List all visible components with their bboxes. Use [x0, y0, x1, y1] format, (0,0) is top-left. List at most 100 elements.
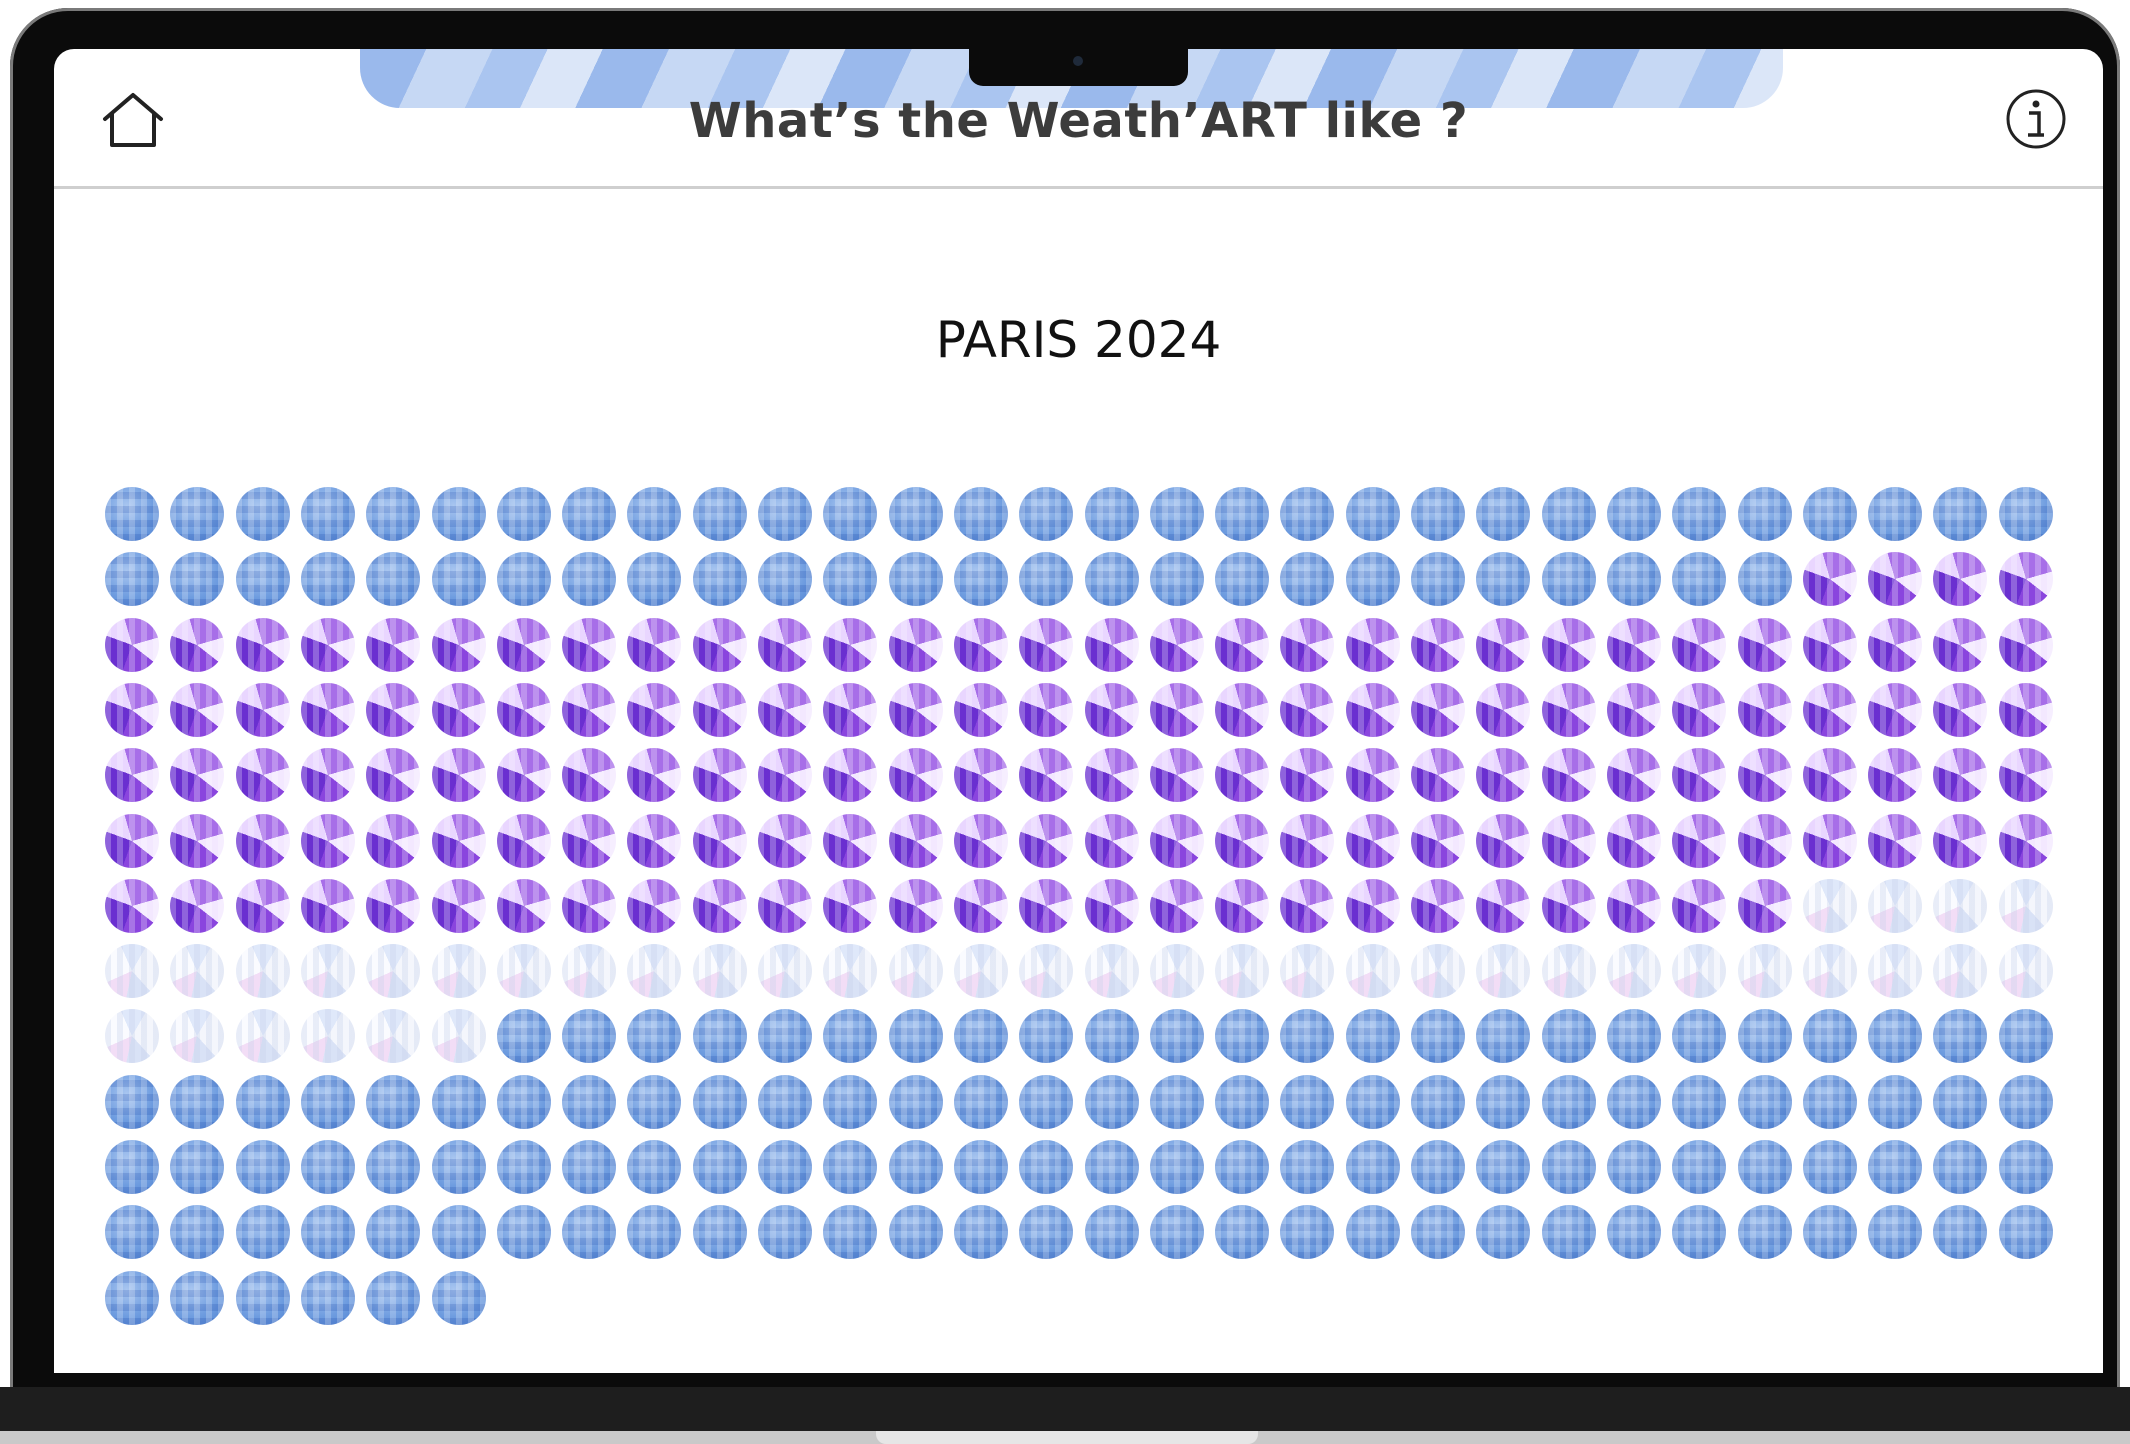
- day-dot[interactable]: [1933, 878, 1988, 933]
- day-dot[interactable]: [235, 682, 290, 737]
- day-dot[interactable]: [496, 878, 551, 933]
- day-dot[interactable]: [431, 1074, 486, 1129]
- day-dot[interactable]: [170, 1074, 225, 1129]
- day-dot[interactable]: [105, 1270, 159, 1325]
- day-dot[interactable]: [105, 1140, 159, 1194]
- day-dot[interactable]: [562, 487, 617, 541]
- day-dot[interactable]: [1149, 682, 1204, 737]
- day-dot[interactable]: [496, 552, 551, 607]
- day-dot[interactable]: [300, 1140, 355, 1194]
- day-dot[interactable]: [1215, 1140, 1270, 1194]
- day-dot[interactable]: [1149, 1074, 1204, 1129]
- day-dot[interactable]: [1280, 1140, 1335, 1194]
- day-dot[interactable]: [496, 1074, 551, 1129]
- day-dot[interactable]: [431, 813, 486, 868]
- day-dot[interactable]: [105, 944, 159, 999]
- day-dot[interactable]: [1541, 944, 1596, 999]
- day-dot[interactable]: [431, 1140, 486, 1194]
- day-dot[interactable]: [1998, 748, 2053, 803]
- day-dot[interactable]: [1411, 1205, 1465, 1260]
- day-dot[interactable]: [953, 1009, 1008, 1064]
- day-dot[interactable]: [758, 944, 812, 999]
- day-dot[interactable]: [1280, 1074, 1335, 1129]
- day-dot[interactable]: [1149, 552, 1204, 607]
- day-dot[interactable]: [105, 1074, 159, 1129]
- day-dot[interactable]: [692, 1140, 747, 1194]
- day-dot[interactable]: [170, 878, 225, 933]
- day-dot[interactable]: [366, 1074, 421, 1129]
- day-dot[interactable]: [366, 878, 421, 933]
- day-dot[interactable]: [692, 878, 747, 933]
- day-dot[interactable]: [1084, 1009, 1139, 1064]
- day-dot[interactable]: [1215, 944, 1270, 999]
- day-dot[interactable]: [1737, 1205, 1792, 1260]
- day-dot[interactable]: [1998, 878, 2053, 933]
- day-dot[interactable]: [1084, 1140, 1139, 1194]
- day-dot[interactable]: [1084, 487, 1139, 541]
- day-dot[interactable]: [1868, 682, 1923, 737]
- day-dot[interactable]: [1802, 1205, 1857, 1260]
- day-dot[interactable]: [1672, 682, 1727, 737]
- day-dot[interactable]: [366, 944, 421, 999]
- day-dot[interactable]: [823, 944, 878, 999]
- day-dot[interactable]: [1215, 748, 1270, 803]
- day-dot[interactable]: [300, 813, 355, 868]
- day-dot[interactable]: [1345, 748, 1400, 803]
- day-dot[interactable]: [1280, 1009, 1335, 1064]
- day-dot[interactable]: [1411, 1009, 1465, 1064]
- day-dot[interactable]: [1345, 552, 1400, 607]
- day-dot[interactable]: [235, 1140, 290, 1194]
- day-dot[interactable]: [170, 813, 225, 868]
- day-dot[interactable]: [1019, 944, 1074, 999]
- day-dot[interactable]: [1215, 878, 1270, 933]
- day-dot[interactable]: [953, 1205, 1008, 1260]
- day-dot[interactable]: [1215, 682, 1270, 737]
- day-dot[interactable]: [105, 1009, 159, 1064]
- day-dot[interactable]: [823, 487, 878, 541]
- day-dot[interactable]: [1084, 878, 1139, 933]
- day-dot[interactable]: [888, 1074, 943, 1129]
- day-dot[interactable]: [431, 552, 486, 607]
- day-dot[interactable]: [823, 748, 878, 803]
- day-dot[interactable]: [627, 1074, 682, 1129]
- day-dot[interactable]: [235, 487, 290, 541]
- day-dot[interactable]: [1345, 487, 1400, 541]
- day-dot[interactable]: [1019, 552, 1074, 607]
- day-dot[interactable]: [496, 617, 551, 672]
- day-dot[interactable]: [758, 878, 812, 933]
- day-dot[interactable]: [1345, 1140, 1400, 1194]
- day-dot[interactable]: [1672, 487, 1727, 541]
- day-dot[interactable]: [1606, 1205, 1661, 1260]
- day-dot[interactable]: [105, 617, 159, 672]
- day-dot[interactable]: [235, 1270, 290, 1325]
- day-dot[interactable]: [562, 813, 617, 868]
- day-dot[interactable]: [1345, 682, 1400, 737]
- day-dot[interactable]: [431, 748, 486, 803]
- day-dot[interactable]: [496, 1009, 551, 1064]
- day-dot[interactable]: [627, 748, 682, 803]
- day-dot[interactable]: [562, 748, 617, 803]
- day-dot[interactable]: [1019, 487, 1074, 541]
- day-dot[interactable]: [1280, 552, 1335, 607]
- day-dot[interactable]: [1215, 1074, 1270, 1129]
- day-dot[interactable]: [692, 617, 747, 672]
- day-dot[interactable]: [496, 487, 551, 541]
- day-dot[interactable]: [758, 1009, 812, 1064]
- day-dot[interactable]: [1345, 1205, 1400, 1260]
- day-dot[interactable]: [823, 813, 878, 868]
- day-dot[interactable]: [300, 682, 355, 737]
- day-dot[interactable]: [1476, 1140, 1531, 1194]
- day-dot[interactable]: [692, 1009, 747, 1064]
- day-dot[interactable]: [1476, 944, 1531, 999]
- day-dot[interactable]: [1737, 1140, 1792, 1194]
- day-dot[interactable]: [1606, 552, 1661, 607]
- day-dot[interactable]: [1933, 487, 1988, 541]
- day-dot[interactable]: [1019, 748, 1074, 803]
- day-dot[interactable]: [1606, 944, 1661, 999]
- day-dot[interactable]: [496, 748, 551, 803]
- day-dot[interactable]: [1802, 682, 1857, 737]
- day-dot[interactable]: [888, 487, 943, 541]
- day-dot[interactable]: [1933, 1140, 1988, 1194]
- day-dot[interactable]: [1737, 878, 1792, 933]
- day-dot[interactable]: [105, 1205, 159, 1260]
